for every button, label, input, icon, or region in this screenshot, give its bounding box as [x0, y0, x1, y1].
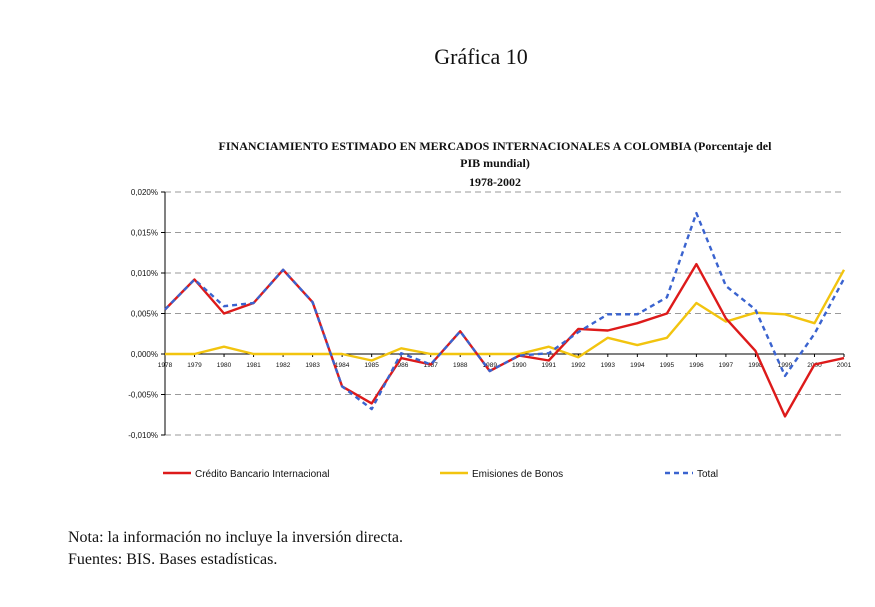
y-tick-label: 0,020% — [131, 188, 158, 197]
x-tick-label: 1982 — [276, 362, 291, 369]
y-tick-label: 0,005% — [131, 310, 158, 319]
y-tick-label: 0,015% — [131, 229, 158, 238]
x-tick-label: 1997 — [719, 362, 734, 369]
series-line-emisiones-de-bonos — [165, 269, 846, 362]
x-tick-label: 1981 — [246, 362, 261, 369]
x-tick-label: 1991 — [542, 362, 557, 369]
x-tick-label: 1983 — [305, 362, 320, 369]
notes: Nota: la información no incluye la inver… — [68, 527, 403, 571]
x-tick-label: 1994 — [630, 362, 645, 369]
y-tick-label: 0,010% — [131, 269, 158, 278]
legend-label: Emisiones de Bonos — [472, 469, 563, 480]
sources-text: Fuentes: BIS. Bases estadísticas. — [68, 551, 278, 568]
series-line-cr-dito-bancario-internacional — [164, 262, 845, 418]
series-line-total — [164, 211, 846, 411]
x-tick-label: 1989 — [483, 362, 498, 369]
x-tick-label: 1995 — [660, 362, 675, 369]
note-text: Nota: la información no incluye la inver… — [68, 529, 403, 546]
x-tick-label: 1988 — [453, 362, 468, 369]
x-tick-label: 1999 — [778, 362, 793, 369]
page-heading: Gráfica 10 — [434, 44, 528, 69]
chart-subtitle: 1978-2002 — [469, 175, 521, 189]
x-tick-label: 1980 — [217, 362, 232, 369]
x-tick-label: 1992 — [571, 362, 586, 369]
x-tick-label: 1993 — [601, 362, 616, 369]
x-tick-label: 2001 — [837, 362, 852, 369]
y-tick-label: 0,000% — [131, 350, 158, 359]
y-tick-label: -0,010% — [128, 431, 158, 440]
x-tick-label: 1990 — [512, 362, 527, 369]
y-tick-label: -0,005% — [128, 391, 158, 400]
x-tick-label: 1978 — [158, 362, 173, 369]
legend-label: Crédito Bancario Internacional — [195, 469, 330, 480]
x-tick-label: 1984 — [335, 362, 350, 369]
chart-title-line-1: FINANCIAMIENTO ESTIMADO EN MERCADOS INTE… — [218, 139, 772, 153]
x-tick-label: 1996 — [689, 362, 704, 369]
chart-title-line-2: PIB mundial) — [460, 156, 530, 170]
x-tick-label: 1986 — [394, 362, 409, 369]
x-tick-label: 1998 — [748, 362, 763, 369]
x-tick-label: 1979 — [187, 362, 202, 369]
x-tick-label: 1985 — [364, 362, 379, 369]
legend-label: Total — [697, 469, 718, 480]
